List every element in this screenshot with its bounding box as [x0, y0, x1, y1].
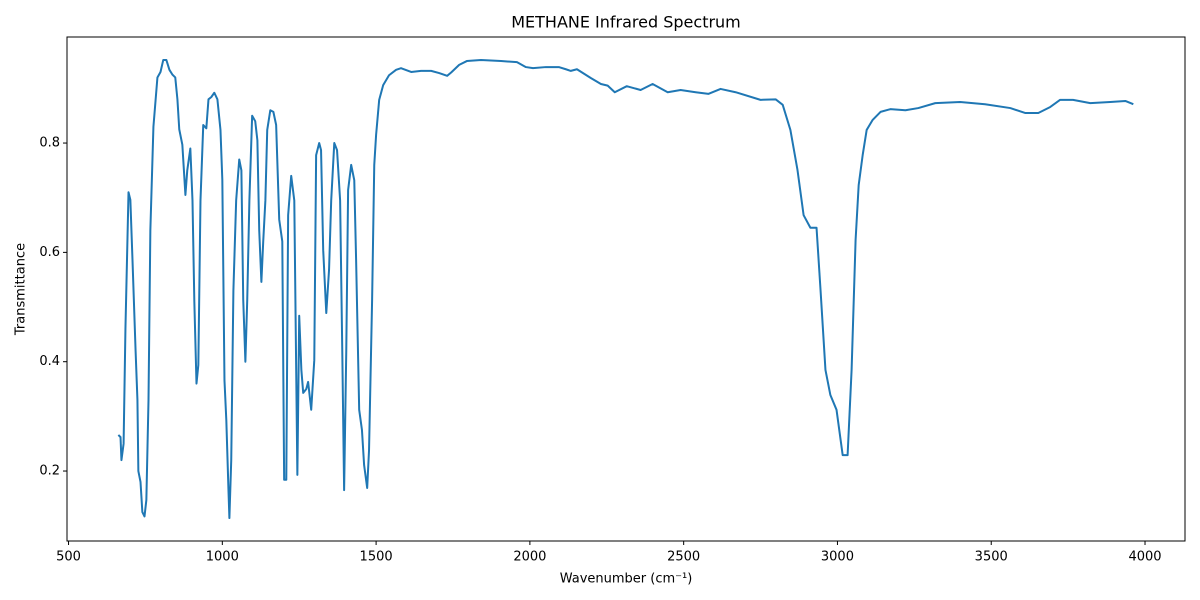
plot-frame [66, 36, 1186, 542]
x-tick-label: 3500 [975, 550, 1008, 565]
x-tick-label: 1000 [206, 550, 239, 565]
x-axis-label: Wavenumber (cm⁻¹) [560, 572, 693, 587]
x-tick-label: 3000 [821, 550, 854, 565]
y-tick-label: 0.2 [39, 464, 60, 479]
x-tick-label: 500 [56, 550, 81, 565]
y-tick-label: 0.8 [39, 136, 60, 151]
y-axis-label: Transmittance [14, 243, 29, 336]
spectrum-line [117, 58, 1134, 520]
x-tick-label: 4000 [1128, 550, 1161, 565]
x-tick-label: 2000 [513, 550, 546, 565]
y-tick-label: 0.6 [39, 245, 60, 260]
chart-title: METHANE Infrared Spectrum [511, 13, 741, 32]
x-tick-label: 1500 [360, 550, 393, 565]
x-tick-label: 2500 [667, 550, 700, 565]
y-tick-label: 0.4 [39, 354, 60, 369]
